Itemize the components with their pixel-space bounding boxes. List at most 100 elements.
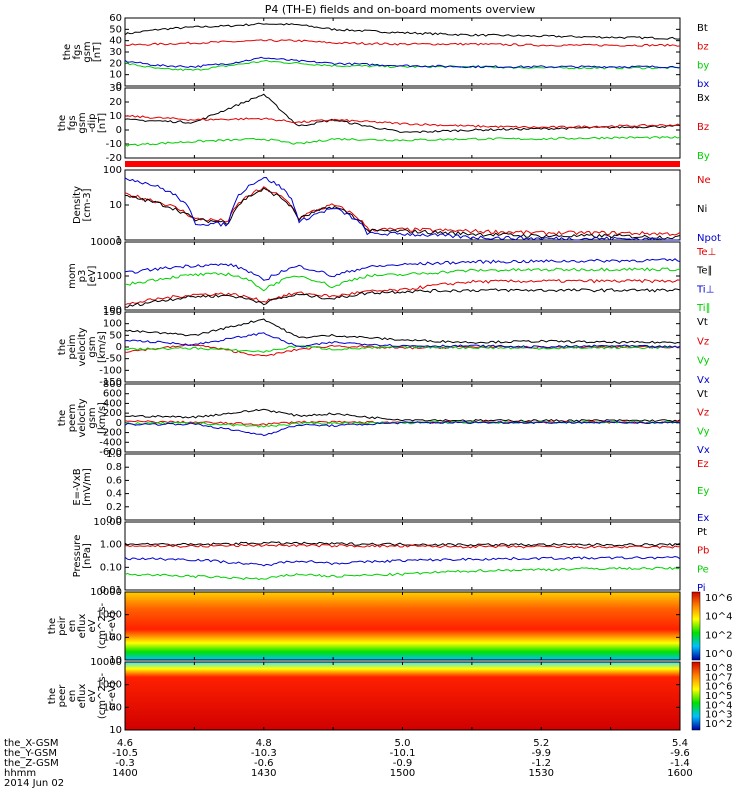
y-tick-label: 10 bbox=[109, 655, 122, 666]
y-tick-label: 0 bbox=[116, 342, 122, 353]
footer-x-value: 4.6 bbox=[117, 738, 133, 749]
y-tick-label: 0.2 bbox=[106, 502, 122, 513]
footer-x-value: 4.8 bbox=[256, 738, 272, 749]
panel-frame bbox=[124, 169, 681, 241]
y-tick-label: 40 bbox=[109, 36, 122, 47]
colorbar-tick: 10^4 bbox=[705, 700, 732, 711]
y-tick-label: -150 bbox=[99, 377, 122, 388]
legend-Pi: Pi bbox=[697, 583, 706, 594]
y-axis-label: Pressure[nPa] bbox=[72, 535, 93, 578]
y-tick-label: 0.8 bbox=[106, 462, 122, 473]
colorbar: 10^6 10^4 10^2 10^0 bbox=[691, 591, 732, 661]
legend-Vx: Vx bbox=[697, 445, 710, 456]
footer-z-value: -0.9 bbox=[393, 758, 413, 769]
y-tick-label: 0.4 bbox=[106, 489, 122, 500]
footer-x-value: 5.2 bbox=[533, 738, 549, 749]
series-line-By bbox=[124, 136, 681, 147]
legend-Bx: Bx bbox=[697, 93, 710, 104]
y-tick-label: 100 bbox=[103, 305, 122, 316]
y-tick-label: 30 bbox=[109, 47, 122, 58]
y-tick-label: 150 bbox=[103, 307, 122, 318]
legend-Ez: Ez bbox=[697, 459, 709, 470]
y-tick-label: 0 bbox=[116, 81, 122, 92]
footer-x-value: 5.4 bbox=[672, 738, 688, 749]
panel-frame bbox=[124, 17, 681, 87]
colorbar-tick: 10^7 bbox=[705, 672, 732, 683]
colorbar-tick: 10^3 bbox=[705, 710, 732, 721]
y-axis-label: thefgsgsm[nT] bbox=[62, 41, 103, 62]
colorbar-tick: 10^6 bbox=[705, 593, 732, 604]
y-axis-label: thepeirenefluxeV(cm^2-s-sr-eV) bbox=[47, 602, 118, 649]
legend-Vy: Vy bbox=[697, 426, 710, 437]
y-tick-label: 60 bbox=[109, 13, 122, 24]
series-line-bx bbox=[124, 56, 680, 69]
series-line-Vx bbox=[124, 332, 681, 349]
colorbar-tick: 10^5 bbox=[705, 691, 732, 702]
series-line-Te⊥ bbox=[124, 278, 681, 306]
legend-Ne: Ne bbox=[697, 175, 711, 186]
y-tick-label: 1.0 bbox=[106, 449, 122, 460]
spectrogram-image bbox=[125, 662, 680, 730]
y-tick-label: 100 bbox=[103, 702, 122, 713]
panel-frame bbox=[124, 521, 681, 591]
y-tick-label: 1.00 bbox=[100, 540, 122, 551]
panel-peir_spectrogram: 10^6 10^4 10^2 10^0 10000 1000 100 10 thepeirene… bbox=[47, 587, 732, 666]
panel-pressure: 10.00 1.00 0.10 0.01 Pressure[nPa] Pt Pb Pe Pi bbox=[72, 517, 709, 596]
y-tick-label: 0.0 bbox=[106, 515, 122, 526]
footer-z-value: -0.6 bbox=[254, 758, 274, 769]
spectrogram-image bbox=[125, 592, 680, 660]
legend-Ey: Ey bbox=[697, 486, 709, 497]
colorbar-tick: 10^2 bbox=[705, 630, 732, 641]
legend-Vx: Vx bbox=[697, 375, 710, 386]
footer-row-label: the_Y-GSM bbox=[4, 748, 57, 759]
y-axis-label: thepeimvelocitygsm[km/s] bbox=[57, 327, 108, 366]
panel-fgs_gsm_dip: 30 20 10 0 -10 -20 thefgsgsm-dip[nT] Bx Bz By bbox=[57, 83, 710, 164]
y-tick-label: -200 bbox=[99, 428, 122, 439]
y-tick-label: 20 bbox=[109, 58, 122, 69]
series-line-Ti⊥ bbox=[124, 258, 681, 281]
legend-Te∥: Te∥ bbox=[696, 266, 713, 277]
y-tick-label: 10 bbox=[109, 70, 122, 81]
y-tick-label: 400 bbox=[103, 398, 122, 409]
y-axis-label: E=-VxB[mV/m] bbox=[72, 468, 93, 506]
series-line-Pt bbox=[124, 541, 681, 547]
y-tick-label: -20 bbox=[106, 153, 122, 164]
legend-Pb: Pb bbox=[697, 546, 709, 557]
legend-Npot: Npot bbox=[697, 233, 721, 244]
legend-bz: bz bbox=[697, 42, 709, 53]
panel-peim_velocity: 150100500-50-100-150thepeimvelocitygsm[k… bbox=[57, 307, 710, 388]
colorbar-tick: 10^4 bbox=[705, 612, 732, 623]
series-line-Vx bbox=[124, 420, 681, 437]
y-tick-label: -600 bbox=[99, 447, 122, 458]
series-line-Ni bbox=[124, 187, 681, 240]
y-tick-label: 10000 bbox=[90, 237, 122, 248]
y-tick-label: 1000 bbox=[97, 610, 122, 621]
series-line-Vt bbox=[124, 408, 681, 423]
y-tick-label: 20 bbox=[109, 97, 122, 108]
footer-row-label: 2014 Jun 02 bbox=[4, 778, 64, 789]
colorbar-tick: 10^0 bbox=[705, 649, 732, 660]
y-tick-label: 10000 bbox=[90, 587, 122, 598]
y-tick-label: 10 bbox=[109, 111, 122, 122]
legend-Bt: Bt bbox=[697, 23, 708, 34]
footer-row-label: the_X-GSM bbox=[4, 738, 58, 749]
footer-y-value: -9.9 bbox=[531, 748, 551, 759]
colorbar-tick: 10^2 bbox=[705, 719, 732, 730]
y-tick-label: 30 bbox=[109, 83, 122, 94]
y-tick-label: 800 bbox=[103, 379, 122, 390]
y-tick-label: -100 bbox=[99, 365, 122, 376]
legend-Pe: Pe bbox=[697, 564, 709, 575]
legend-By: By bbox=[697, 151, 710, 162]
legend-Vy: Vy bbox=[697, 356, 710, 367]
y-tick-label: 1000 bbox=[97, 680, 122, 691]
panels: 6050403020100thefgsgsm[nT]Btbzbybx302010… bbox=[47, 13, 732, 736]
footer-z-value: -1.4 bbox=[670, 758, 690, 769]
legend-Ti⊥: Ti⊥ bbox=[696, 284, 714, 295]
y-axis-label: thepeerenefluxeV(cm^2-s-sr-eV) bbox=[47, 672, 118, 719]
legend-Ex: Ex bbox=[697, 513, 709, 524]
legend-Vt: Vt bbox=[697, 389, 708, 400]
footer-y-value: -10.3 bbox=[251, 748, 277, 759]
footer-z-value: -0.3 bbox=[115, 758, 135, 769]
